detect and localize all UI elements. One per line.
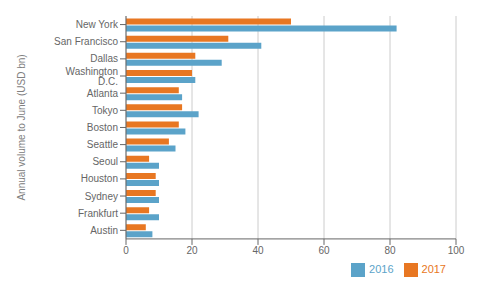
svg-text:San Francisco: San Francisco [54,36,118,47]
html-text:2017: 2017 [421,262,446,275]
svg-text:Boston: Boston [87,122,118,133]
svg-text:Seattle: Seattle [87,139,119,150]
svg-text:Sydney: Sydney [85,191,118,202]
svg-text:Dallas: Dallas [90,53,118,64]
svg-text:0: 0 [123,245,129,256]
svg-text:Tokyo: Tokyo [92,105,119,116]
svg-text:Seoul: Seoul [92,156,118,167]
svg-text:40: 40 [252,245,264,256]
svg-text:Frankfurt: Frankfurt [78,208,118,219]
svg-text:100: 100 [448,245,465,256]
svg-text:20: 20 [186,245,198,256]
svg-text:60: 60 [318,245,330,256]
svg-text:Annual volume to June (USD bn): Annual volume to June (USD bn) [16,54,27,200]
html-text:2016: 2016 [369,262,394,275]
svg-text:Houston: Houston [81,173,118,184]
svg-text:New York: New York [76,19,119,30]
svg-text:WashingtonD.C.: WashingtonD.C. [66,66,118,87]
svg-text:Austin: Austin [90,225,118,236]
svg-text:80: 80 [384,245,396,256]
svg-text:Atlanta: Atlanta [87,88,119,99]
